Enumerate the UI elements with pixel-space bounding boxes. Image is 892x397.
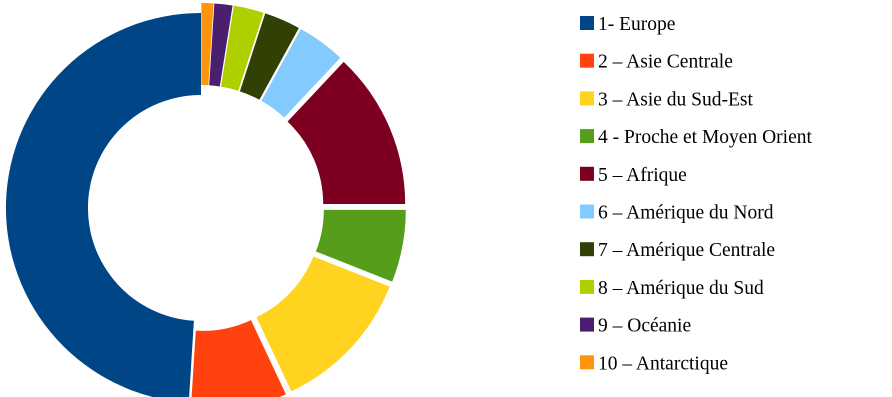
- legend-swatch-5-afrique: [580, 166, 594, 181]
- slice-4-proche-et-moyen-orient: [315, 209, 406, 282]
- legend-label-4-proche-et-moyen-orient: 4 - Proche et Moyen Orient: [598, 127, 812, 148]
- legend-swatch-9-oceanie: [580, 317, 594, 332]
- legend-label-5-afrique: 5 – Afrique: [598, 165, 687, 186]
- legend-label-9-oceanie: 9 – Océanie: [598, 316, 691, 337]
- slice-3-asie-du-sud-est: [256, 256, 390, 392]
- legend: 1- Europe 2 – Asie Centrale 3 – Asie du Su…: [580, 14, 812, 374]
- slice-2-asie-centrale: [191, 320, 286, 397]
- legend-swatch-4-proche-et-moyen-orient: [580, 129, 594, 144]
- legend-label-7-amerique-centrale: 7 – Amérique Centrale: [598, 240, 775, 261]
- legend-swatch-1-europe: [580, 16, 594, 30]
- legend-swatch-2-asie-centrale: [580, 53, 594, 68]
- donut-slices: [6, 3, 406, 397]
- slice-8-amerique-du-sud: [221, 5, 264, 91]
- slice-9-oceanie: [209, 3, 233, 87]
- legend-swatch-10-antarctique: [580, 355, 594, 370]
- legend-swatch-7-amerique-centrale: [580, 242, 594, 257]
- slice-1-europe: [6, 13, 201, 397]
- legend-label-2-asie-centrale: 2 – Asie Centrale: [598, 52, 733, 73]
- slice-10-antarctique: [201, 3, 214, 86]
- slice-6-amerique-du-nord: [261, 29, 341, 118]
- legend-swatch-8-amerique-du-sud: [580, 279, 594, 294]
- slice-5-afrique: [287, 61, 406, 205]
- legend-swatch-6-amerique-du-nord: [580, 204, 594, 219]
- legend-label-6-amerique-du-nord: 6 – Amérique du Nord: [598, 203, 774, 224]
- legend-swatch-3-asie-du-sud-est: [580, 91, 594, 106]
- legend-label-3-asie-du-sud-est: 3 – Asie du Sud-Est: [598, 89, 754, 110]
- legend-label-8-amerique-du-sud: 8 – Amérique du Sud: [598, 278, 764, 299]
- slice-7-amerique-centrale: [239, 13, 299, 100]
- legend-label-10-antarctique: 10 – Antarctique: [598, 353, 728, 374]
- legend-label-1-europe: 1- Europe: [598, 14, 675, 35]
